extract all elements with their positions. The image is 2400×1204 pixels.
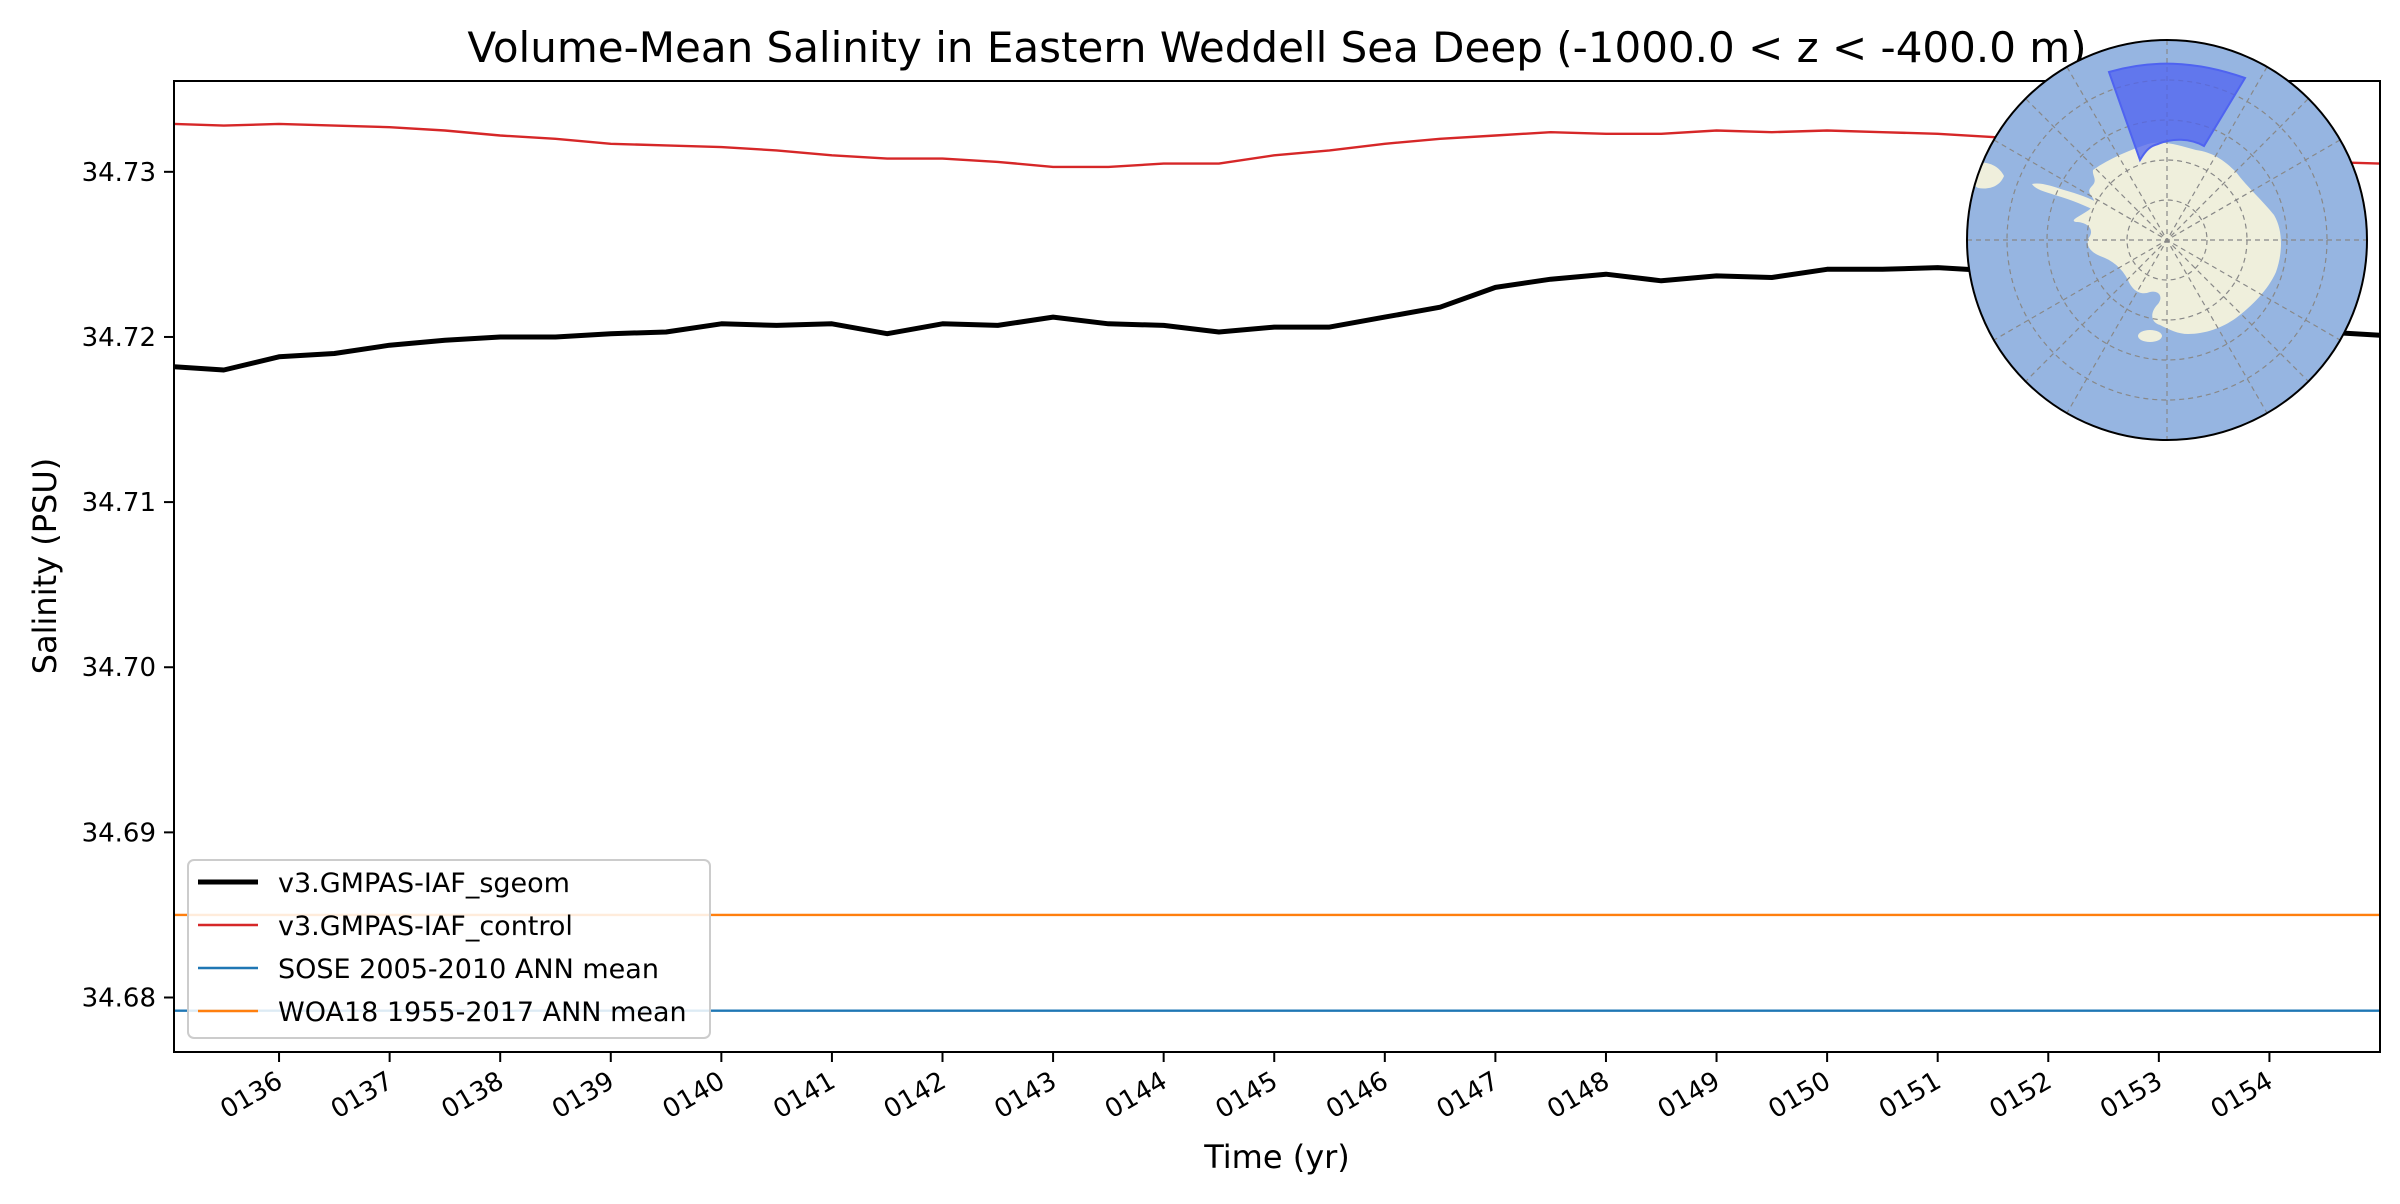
map-graticule bbox=[1967, 40, 2367, 440]
x-tick-label: 0147 bbox=[1432, 1066, 1504, 1125]
x-tick-label: 0149 bbox=[1653, 1066, 1725, 1125]
x-tick-label: 0148 bbox=[1542, 1066, 1614, 1125]
y-tick-label: 34.70 bbox=[82, 653, 156, 683]
x-tick-label: 0141 bbox=[768, 1066, 840, 1125]
y-tick-label: 34.68 bbox=[82, 984, 156, 1014]
y-axis-label: Salinity (PSU) bbox=[26, 458, 64, 675]
x-tick-label: 0145 bbox=[1211, 1066, 1283, 1125]
legend-label-control: v3.GMPAS-IAF_control bbox=[278, 911, 573, 942]
x-tick-label: 0136 bbox=[215, 1066, 287, 1125]
x-tick-label: 0143 bbox=[989, 1066, 1061, 1125]
map-ice-shelf bbox=[2138, 330, 2162, 342]
chart-title: Volume-Mean Salinity in Eastern Weddell … bbox=[467, 23, 2086, 72]
x-tick-label: 0139 bbox=[547, 1066, 619, 1125]
x-tick-label: 0146 bbox=[1321, 1066, 1393, 1125]
map-border bbox=[1966, 39, 2368, 441]
x-axis-label: Time (yr) bbox=[1203, 1138, 1350, 1176]
map-antarctica-land bbox=[2073, 142, 2281, 334]
legend-label-sgeom: v3.GMPAS-IAF_sgeom bbox=[278, 868, 570, 899]
y-tick-label: 34.73 bbox=[82, 158, 156, 188]
y-tick-label: 34.69 bbox=[82, 818, 156, 848]
x-axis-ticks: 0136 0137 0138 0139 0140 0141 0142 0143 0144 0145… bbox=[215, 1052, 2278, 1125]
y-tick-label: 34.72 bbox=[82, 323, 156, 353]
y-tick-label: 34.71 bbox=[82, 488, 156, 518]
map-highlight-region bbox=[2107, 62, 2247, 163]
legend-entry: v3.GMPAS-IAF_sgeom bbox=[198, 868, 570, 899]
x-tick-label: 0151 bbox=[1874, 1066, 1946, 1125]
legend-entry: WOA18 1955-2017 ANN mean bbox=[198, 997, 687, 1028]
x-tick-label: 0137 bbox=[326, 1066, 398, 1125]
legend-entry: v3.GMPAS-IAF_control bbox=[198, 911, 573, 942]
x-tick-label: 0140 bbox=[658, 1066, 730, 1125]
x-tick-label: 0154 bbox=[2206, 1066, 2278, 1125]
axes-frame bbox=[173, 80, 2381, 1053]
legend-label-sose: SOSE 2005-2010 ANN mean bbox=[278, 954, 659, 985]
x-tick-label: 0153 bbox=[2095, 1066, 2167, 1125]
map-antarctic-peninsula bbox=[2032, 183, 2100, 212]
legend-box bbox=[187, 859, 711, 1039]
x-tick-label: 0138 bbox=[437, 1066, 509, 1125]
x-tick-label: 0150 bbox=[1764, 1066, 1836, 1125]
y-axis-ticks: 34.68 34.69 34.70 34.71 34.72 34.73 bbox=[82, 158, 174, 1014]
legend: v3.GMPAS-IAF_sgeom v3.GMPAS-IAF_control … bbox=[187, 859, 711, 1039]
legend-label-woa18: WOA18 1955-2017 ANN mean bbox=[278, 997, 687, 1028]
legend-entry: SOSE 2005-2010 ANN mean bbox=[198, 954, 659, 985]
inset-map-antarctica bbox=[1966, 39, 2368, 441]
x-tick-label: 0152 bbox=[1985, 1066, 2057, 1125]
x-tick-label: 0144 bbox=[1100, 1066, 1172, 1125]
x-tick-label: 0142 bbox=[879, 1066, 951, 1125]
